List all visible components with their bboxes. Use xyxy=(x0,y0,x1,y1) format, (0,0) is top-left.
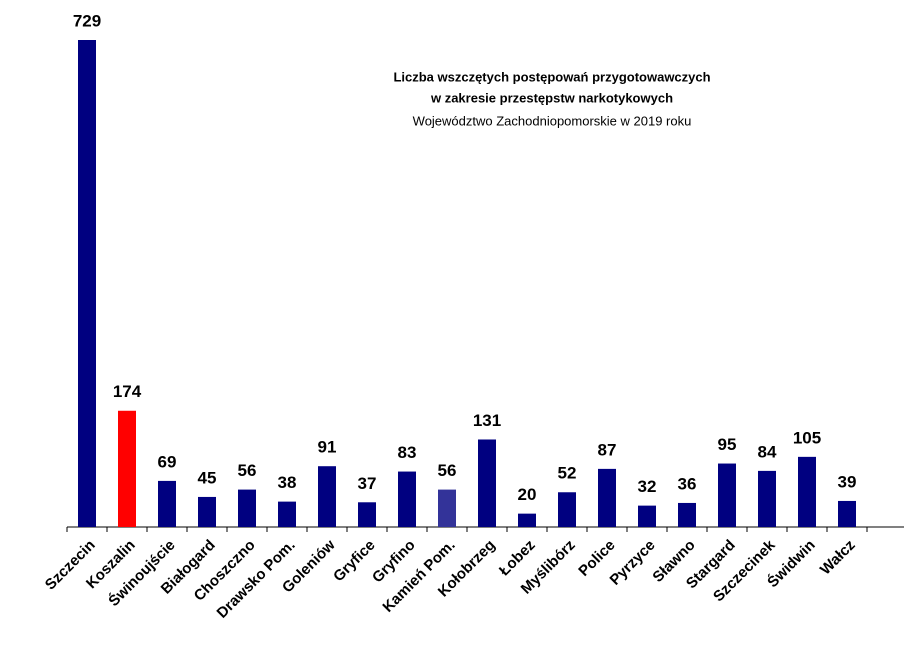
data-label: 69 xyxy=(158,452,177,471)
data-label: 174 xyxy=(113,382,142,401)
data-label: 91 xyxy=(318,438,337,457)
data-label: 729 xyxy=(73,11,101,30)
bar xyxy=(798,456,816,527)
bar xyxy=(438,489,456,527)
bar xyxy=(278,501,296,527)
x-tick-label: Wałcz xyxy=(817,537,859,579)
chart-title: w zakresie przestępstw narkotykowych xyxy=(430,90,673,105)
bar xyxy=(158,480,176,527)
bar xyxy=(238,489,256,527)
bar xyxy=(478,439,496,527)
bar xyxy=(358,502,376,527)
bar xyxy=(78,40,96,527)
data-label: 56 xyxy=(238,461,257,480)
data-label: 131 xyxy=(473,411,501,430)
data-label: 52 xyxy=(558,464,577,483)
chart-title: Liczba wszczętych postępowań przygotowaw… xyxy=(393,69,710,84)
bar xyxy=(638,505,656,527)
data-label: 45 xyxy=(198,468,217,487)
bar xyxy=(678,502,696,527)
bar xyxy=(118,410,136,527)
data-label: 32 xyxy=(638,477,657,496)
data-label: 56 xyxy=(438,461,457,480)
data-label: 87 xyxy=(598,440,617,459)
bar xyxy=(718,463,736,527)
bar xyxy=(758,470,776,527)
bar xyxy=(558,492,576,527)
bar xyxy=(598,468,616,527)
bar xyxy=(198,496,216,527)
chart-subtitle: Województwo Zachodniopomorskie w 2019 ro… xyxy=(413,113,692,128)
data-label: 95 xyxy=(718,435,737,454)
bar xyxy=(318,466,336,527)
data-label: 83 xyxy=(398,443,417,462)
bar xyxy=(398,471,416,527)
data-label: 20 xyxy=(518,485,537,504)
data-label: 105 xyxy=(793,428,821,447)
data-label: 38 xyxy=(278,473,297,492)
data-label: 36 xyxy=(678,474,697,493)
data-label: 39 xyxy=(838,472,857,491)
bar xyxy=(838,500,856,527)
data-label: 37 xyxy=(358,474,377,493)
data-label: 84 xyxy=(758,442,777,461)
bar xyxy=(518,513,536,527)
